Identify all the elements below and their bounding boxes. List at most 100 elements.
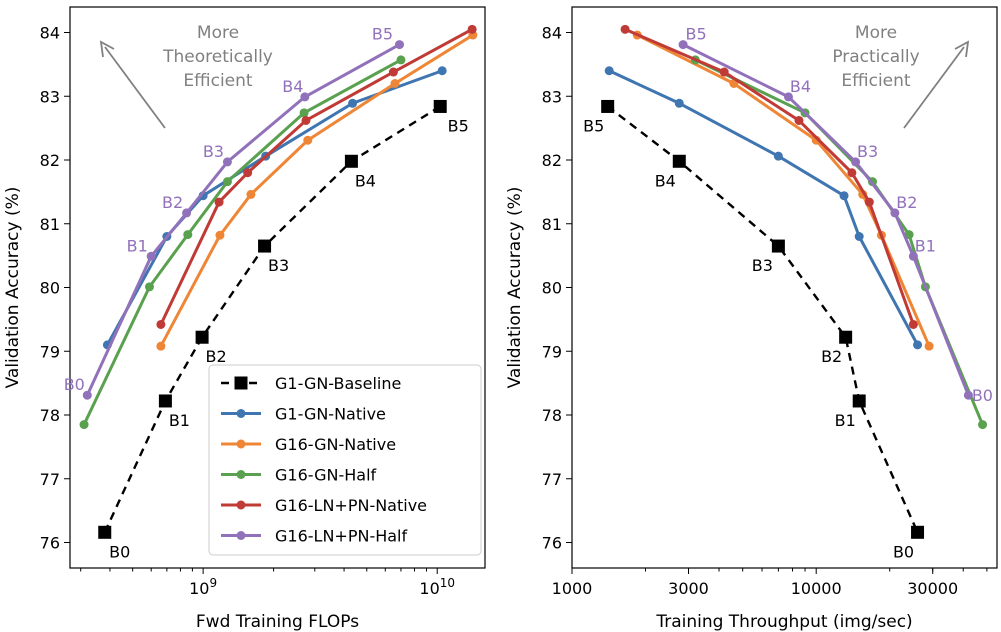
y-tick-label: 77: [40, 470, 60, 489]
y-tick-label: 76: [542, 534, 562, 553]
y-tick-label: 84: [40, 24, 60, 43]
data-point-marker: [890, 208, 900, 218]
legend-swatch-marker: [234, 376, 248, 390]
annotation-arrow: [99, 40, 166, 129]
data-point-marker: [79, 420, 89, 430]
data-point-label: B2: [821, 347, 842, 366]
legend-label: G16-GN-Half: [275, 466, 377, 485]
y-tick-label: 81: [542, 215, 562, 234]
data-point-marker: [847, 168, 857, 178]
y-tick-label: 82: [40, 151, 60, 170]
data-point-label: B1: [127, 236, 148, 255]
series-line: [608, 69, 919, 346]
axes-frame: [571, 6, 998, 569]
data-point-marker: [719, 67, 729, 77]
data-point-label: B0: [64, 375, 85, 394]
series-G16-GN-Native: [156, 30, 478, 351]
annotation-text: Efficient: [841, 71, 910, 91]
data-point-marker: [674, 98, 684, 108]
data-point-label: B3: [203, 142, 224, 161]
series-line: [682, 43, 970, 396]
data-point-label: B0: [109, 542, 130, 561]
data-point-marker: [864, 197, 874, 207]
y-tick-label: 80: [40, 279, 60, 298]
legend-swatch-marker: [236, 439, 246, 449]
data-point-marker: [839, 330, 853, 344]
y-tick-label: 79: [542, 342, 562, 361]
series-line: [103, 105, 441, 533]
legend-item: G16-GN-Native: [221, 435, 396, 454]
data-point-marker: [924, 341, 934, 351]
series-line: [606, 105, 919, 533]
legend-label: G16-LN+PN-Native: [275, 496, 427, 515]
data-point-marker: [156, 319, 166, 329]
x-tick-label: 1010: [419, 576, 455, 598]
x-tick-label: 109: [189, 576, 217, 598]
arrow-shaft: [903, 46, 965, 129]
data-point-label: B4: [655, 171, 676, 190]
x-tick-label: 10000: [791, 579, 842, 598]
annotation-text: More: [855, 23, 897, 43]
series-G1-GN-Baseline: B5 B4 B3 B2 B1 B0: [583, 99, 925, 561]
series-line: [106, 69, 443, 346]
data-point-label: B3: [752, 256, 773, 275]
data-point-label: B0: [972, 386, 993, 405]
series-line: [624, 27, 915, 325]
data-point-marker: [672, 154, 686, 168]
x-tick-label: 3000: [668, 579, 709, 598]
data-point-marker: [388, 67, 398, 77]
legend-item: G16-LN+PN-Half: [221, 527, 407, 546]
legend: G1-GN-Baseline G1-GN-Native G16-GN-Native G…: [208, 364, 482, 556]
data-point-marker: [390, 79, 400, 88]
data-point-label: B3: [268, 256, 289, 275]
data-point-marker: [978, 420, 988, 430]
annotation-text: More: [197, 23, 239, 43]
annotation-arrow: [903, 40, 970, 129]
arrow-shaft: [104, 46, 166, 129]
y-tick-label: 76: [40, 534, 60, 553]
y-tick-label: 81: [40, 215, 60, 234]
legend-item: G16-LN+PN-Native: [221, 496, 427, 515]
legend-swatch-marker: [236, 470, 246, 479]
series-G1-GN-Native: [102, 66, 447, 350]
data-point-marker: [98, 525, 112, 539]
data-point-marker: [183, 230, 193, 240]
data-point-marker: [854, 232, 864, 241]
data-point-marker: [146, 251, 156, 261]
data-point-marker: [433, 99, 447, 113]
data-point-label: B1: [169, 411, 190, 430]
data-point-marker: [467, 24, 477, 34]
legend-label: G16-GN-Native: [275, 435, 396, 454]
x-axis-label: Training Throughput (img/sec): [655, 612, 912, 632]
data-point-marker: [246, 189, 256, 199]
data-point-marker: [344, 154, 358, 168]
series-line: [159, 33, 474, 347]
data-point-marker: [214, 197, 224, 207]
data-point-label: B5: [685, 25, 706, 44]
data-point-marker: [222, 177, 232, 187]
data-point-label: B2: [162, 193, 183, 212]
data-point-label: B5: [583, 116, 604, 135]
legend-box: [208, 364, 482, 556]
data-point-label: B2: [896, 193, 917, 212]
annotation-text: Theoretically: [162, 47, 273, 67]
data-point-marker: [604, 66, 614, 76]
y-tick-label: 83: [542, 87, 562, 106]
data-point-label: B5: [372, 25, 393, 44]
data-point-marker: [301, 115, 311, 125]
data-point-label: B0: [893, 542, 914, 561]
data-point-marker: [348, 98, 358, 108]
series-line: [82, 58, 402, 426]
y-tick-label: 82: [542, 151, 562, 170]
data-point-marker: [215, 230, 225, 240]
arrow-head: [99, 40, 115, 58]
y-tick-label: 84: [542, 24, 562, 43]
annotation-text: Efficient: [183, 71, 252, 91]
data-point-marker: [437, 66, 447, 76]
legend-label: G1-GN-Baseline: [275, 374, 401, 393]
data-point-marker: [852, 394, 866, 408]
data-point-marker: [911, 525, 925, 539]
data-point-marker: [195, 330, 209, 344]
legend-swatch-marker: [236, 500, 246, 510]
